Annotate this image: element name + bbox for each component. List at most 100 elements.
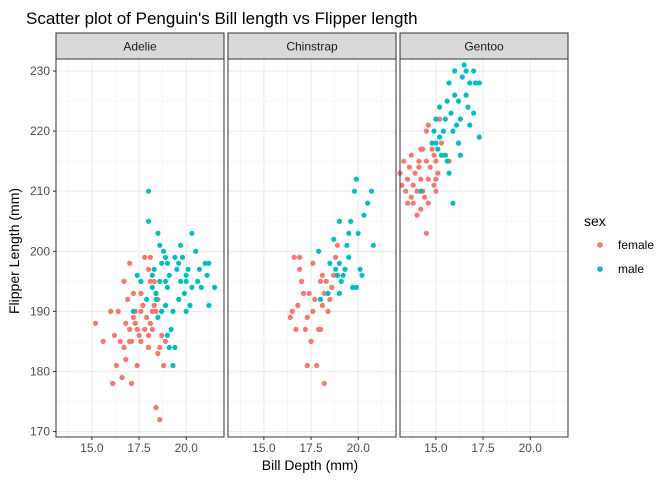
data-point-female <box>423 230 429 236</box>
data-point-male <box>159 260 165 266</box>
data-point-male <box>159 308 165 314</box>
data-point-male <box>149 272 155 278</box>
data-point-female <box>310 260 316 266</box>
facet-label-adelie: Adelie <box>123 40 157 54</box>
facet-panel-adelie: Adelie <box>55 32 225 438</box>
data-point-female <box>123 320 129 326</box>
data-point-female <box>291 254 297 260</box>
x-tick-label: 17.5 <box>299 441 323 455</box>
data-point-female <box>147 320 153 326</box>
data-point-female <box>435 170 441 176</box>
data-point-male <box>212 284 218 290</box>
data-point-male <box>327 260 333 266</box>
data-point-female <box>93 320 99 326</box>
data-point-female <box>414 212 420 218</box>
data-point-male <box>179 254 186 260</box>
data-point-female <box>399 182 405 188</box>
x-tick-label: 20.0 <box>347 441 371 455</box>
data-point-female <box>162 338 169 344</box>
gridlines <box>400 59 568 437</box>
data-point-female <box>321 290 327 296</box>
data-point-female <box>317 326 324 332</box>
data-point-male <box>336 260 342 266</box>
data-point-female <box>113 362 119 369</box>
data-point-male <box>442 152 448 158</box>
data-point-female <box>414 188 420 194</box>
data-point-female <box>302 326 308 332</box>
data-point-male <box>353 176 359 182</box>
data-point-male <box>161 248 167 254</box>
data-point-female <box>127 326 133 332</box>
data-point-female <box>134 362 140 369</box>
data-point-male <box>444 158 450 164</box>
data-point-female <box>401 158 407 164</box>
data-point-male <box>206 260 212 266</box>
data-point-male <box>472 80 479 86</box>
data-point-female <box>306 290 312 296</box>
legend: sex female male <box>584 213 654 276</box>
data-point-male <box>183 278 189 284</box>
y-tick-label: 220 <box>30 124 50 138</box>
data-point-female <box>423 128 429 134</box>
data-point-male <box>463 92 469 98</box>
points-gentoo <box>397 62 482 236</box>
data-point-male <box>467 80 473 86</box>
data-point-male <box>433 140 439 146</box>
data-point-male <box>459 74 465 80</box>
data-point-male <box>476 80 482 86</box>
data-point-male <box>157 242 163 248</box>
data-point-female <box>149 326 155 332</box>
data-point-male <box>444 98 450 104</box>
data-point-female <box>132 320 138 326</box>
facet-label-gentoo: Gentoo <box>464 40 504 54</box>
data-point-male <box>164 332 170 338</box>
data-point-male <box>178 278 184 284</box>
data-point-male <box>437 104 443 110</box>
panel-background <box>400 59 568 437</box>
data-point-female <box>425 200 431 206</box>
data-point-female <box>138 308 144 314</box>
data-point-female <box>147 278 153 284</box>
data-point-male <box>181 290 187 296</box>
data-point-male <box>467 122 473 128</box>
legend-label-female: female <box>618 238 654 252</box>
data-point-male <box>155 314 161 320</box>
data-point-female <box>408 152 414 158</box>
data-point-male <box>325 290 331 296</box>
data-point-male <box>418 188 424 194</box>
data-point-male <box>435 146 441 152</box>
data-point-female <box>319 302 325 308</box>
data-point-female <box>331 272 337 278</box>
data-point-female <box>136 332 142 338</box>
y-tick-label: 180 <box>30 364 50 378</box>
data-point-male <box>164 284 170 290</box>
data-point-male <box>461 62 467 68</box>
data-point-female <box>145 332 152 338</box>
data-point-male <box>183 272 189 278</box>
data-point-male <box>457 116 463 122</box>
data-point-male <box>162 302 169 308</box>
data-point-female <box>317 278 324 284</box>
facet-panel-gentoo: Gentoo <box>397 32 569 438</box>
data-point-female <box>128 380 135 387</box>
panel-border <box>227 58 397 438</box>
data-point-female <box>110 380 116 387</box>
data-point-male <box>350 284 356 290</box>
data-point-female <box>295 302 301 308</box>
x-tick-label: 15.0 <box>252 441 276 455</box>
data-point-male <box>357 266 363 272</box>
panel-border <box>55 58 225 438</box>
data-point-female <box>161 362 167 369</box>
data-point-female <box>325 308 331 314</box>
data-point-female <box>321 380 327 387</box>
data-point-female <box>304 362 310 369</box>
data-point-female <box>144 314 150 320</box>
data-point-male <box>431 128 437 134</box>
data-point-male <box>176 260 182 266</box>
data-point-female <box>319 272 325 278</box>
data-point-female <box>108 308 114 314</box>
data-point-female <box>412 170 418 176</box>
data-point-female <box>408 194 414 200</box>
data-point-female <box>111 332 118 338</box>
data-point-female <box>433 176 439 182</box>
